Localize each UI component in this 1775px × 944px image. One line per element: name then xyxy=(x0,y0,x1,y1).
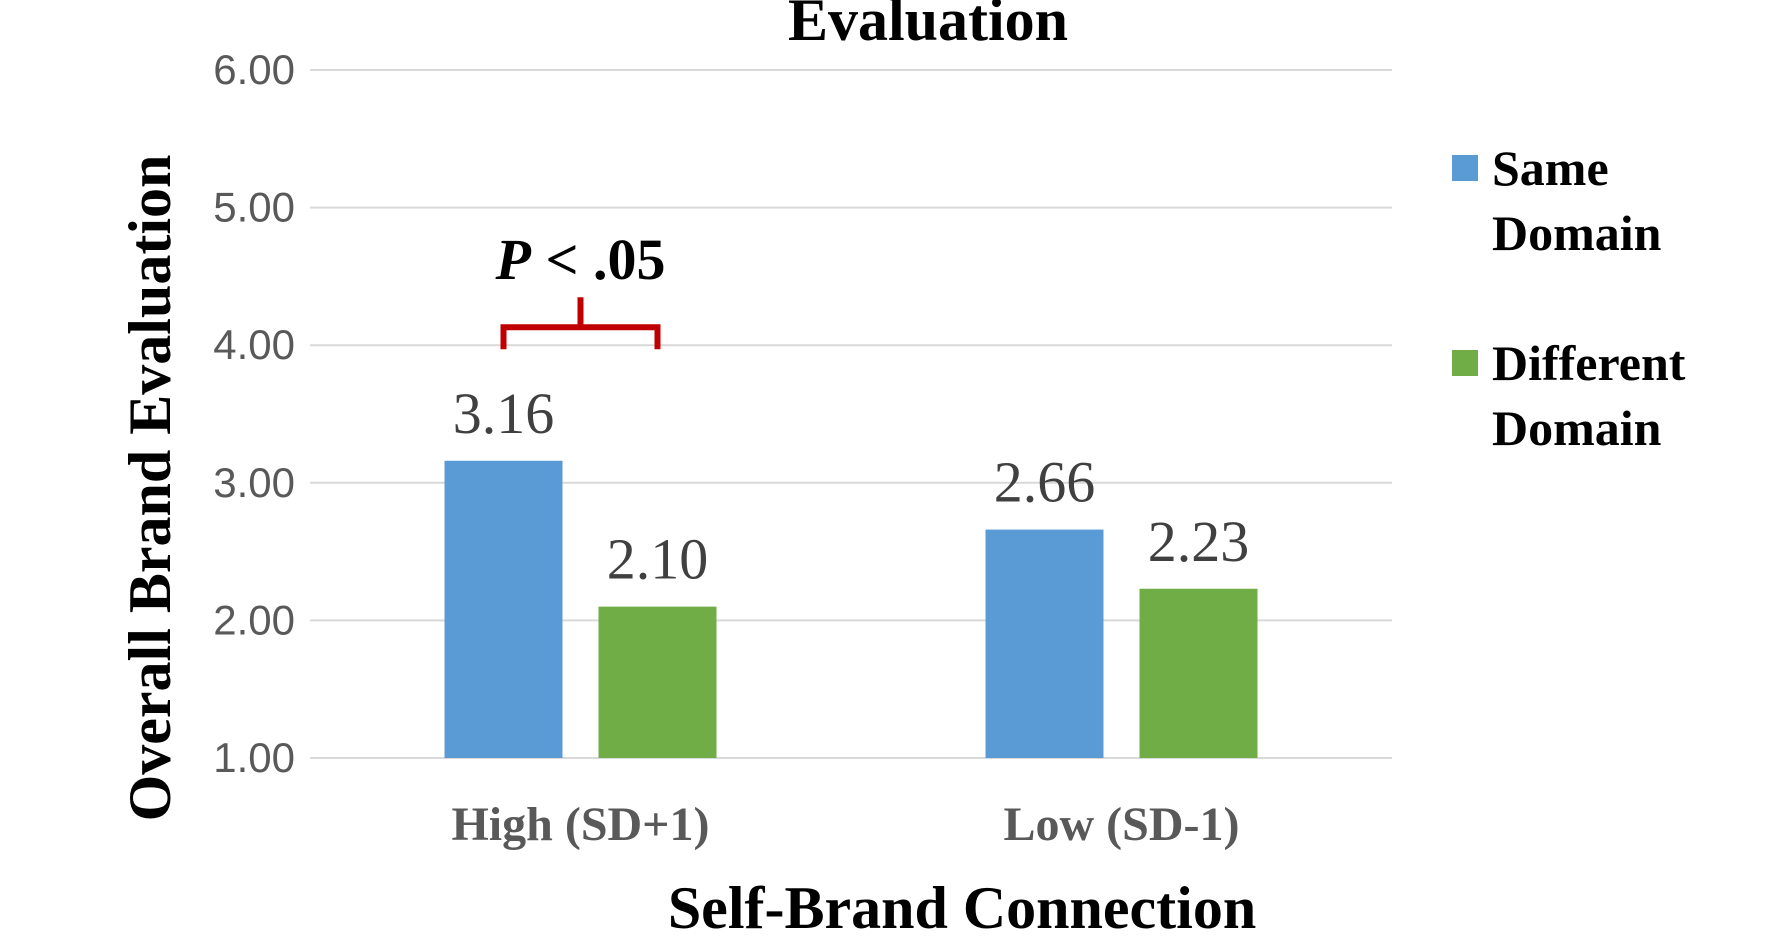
y-tick-labels: 1.00 2.00 3.00 4.00 5.00 6.00 xyxy=(213,46,295,781)
data-label: 2.23 xyxy=(1148,509,1250,574)
y-tick-label: 2.00 xyxy=(213,596,295,643)
y-tick-label: 4.00 xyxy=(213,321,295,368)
y-axis-label: Overall Brand Evaluation xyxy=(117,155,183,822)
y-tick-label: 1.00 xyxy=(213,734,295,781)
legend-label-same-domain: Same Domain xyxy=(1492,140,1662,261)
x-tick-label: High (SD+1) xyxy=(451,798,709,851)
x-tick-labels: High (SD+1) Low (SD-1) xyxy=(451,798,1239,851)
bar-different-domain-high-sd-1 xyxy=(598,606,717,758)
significance-annotation: P < .05 xyxy=(495,227,666,350)
legend-swatch-same-domain xyxy=(1452,155,1478,181)
significance-bracket xyxy=(500,297,661,350)
legend: Same Domain Different Domain xyxy=(1452,140,1698,456)
x-tick-label: Low (SD-1) xyxy=(1004,798,1240,851)
bar-same-domain-high-sd-1 xyxy=(444,460,563,758)
chart-title: Evaluation xyxy=(788,0,1068,53)
bar-different-domain-low-sd-1 xyxy=(1139,588,1258,758)
data-label: 2.66 xyxy=(994,450,1096,515)
data-label: 2.10 xyxy=(607,527,709,592)
significance-p: P xyxy=(495,227,532,292)
data-label: 3.16 xyxy=(453,381,555,446)
legend-swatch-different-domain xyxy=(1452,350,1478,376)
bar-same-domain-low-sd-1 xyxy=(985,529,1104,758)
significance-threshold: < .05 xyxy=(531,227,666,292)
bars xyxy=(444,460,1258,758)
y-tick-label: 6.00 xyxy=(213,46,295,93)
data-labels: 3.16 2.10 2.66 2.23 xyxy=(453,381,1250,592)
x-axis-label: Self-Brand Connection xyxy=(668,875,1256,941)
y-tick-label: 3.00 xyxy=(213,459,295,506)
legend-label-different-domain: Different Domain xyxy=(1492,335,1698,456)
y-tick-label: 5.00 xyxy=(213,184,295,231)
significance-label: P < .05 xyxy=(495,227,666,292)
